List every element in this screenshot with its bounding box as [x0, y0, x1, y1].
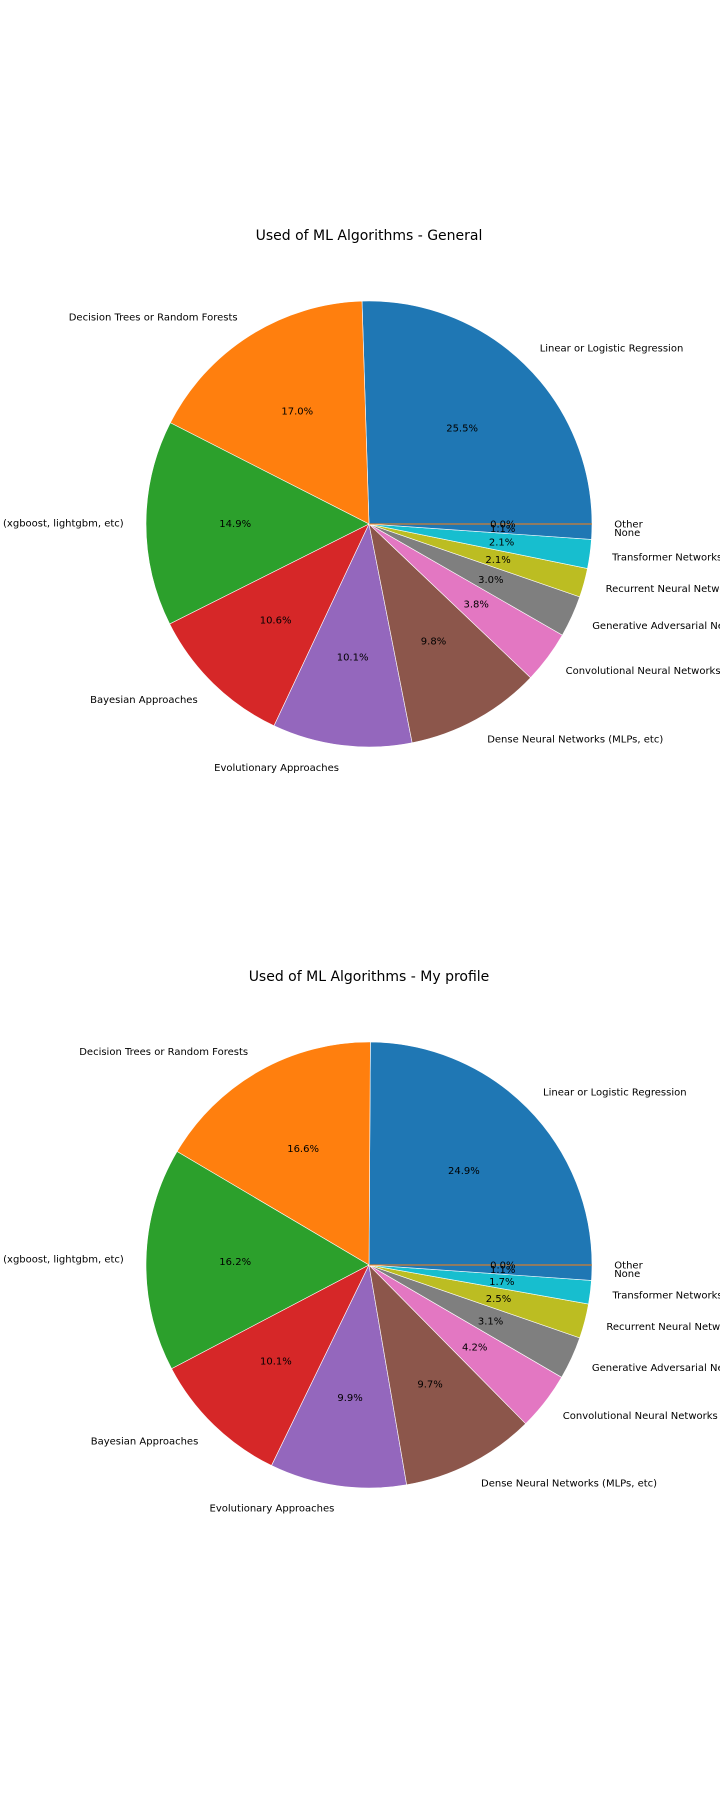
- slice-label-recurrent-neural-networks: Recurrent Neural Networks: [606, 1322, 720, 1333]
- slice-decision-trees-or-random-forests: [169, 300, 370, 525]
- slice-gradient-boosting-machines: [145, 422, 370, 625]
- pct-label-gradient-boosting-machines: 16.2%: [219, 1257, 251, 1268]
- pct-label-decision-trees-or-random-forests: 17.0%: [281, 407, 313, 418]
- slice-gradient-boosting-machines: [145, 1151, 370, 1370]
- pie-labels: Linear or Logistic Regression 24.9% Decisi…: [0, 1047, 720, 1514]
- pct-label-recurrent-neural-networks: 2.1%: [485, 555, 510, 566]
- pie-chart-general: Used of ML Algorithms - General Linear o…: [0, 228, 720, 774]
- slice-label-evolutionary-approaches: Evolutionary Approaches: [210, 1503, 335, 1514]
- slice-bayesian-approaches: [169, 523, 370, 727]
- pct-label-none: 1.1%: [490, 1265, 515, 1276]
- slice-label-none: None: [614, 528, 640, 539]
- pct-label-linear-or-logistic-regression: 24.9%: [448, 1166, 480, 1177]
- pct-label-evolutionary-approaches: 10.1%: [337, 652, 369, 663]
- slice-label-none: None: [614, 1269, 640, 1280]
- slice-label-convolutional-neural-networks: Convolutional Neural Networks: [566, 666, 720, 677]
- chart-title: Used of ML Algorithms - My profile: [249, 969, 490, 985]
- pct-label-other: 0.0%: [490, 1261, 515, 1272]
- chart-title: Used of ML Algorithms - General: [256, 228, 483, 244]
- pie-chart-my-profile: Used of ML Algorithms - My profile Linea…: [0, 969, 720, 1514]
- pct-label-convolutional-neural-networks: 4.2%: [462, 1343, 487, 1354]
- pct-label-convolutional-neural-networks: 3.8%: [463, 600, 488, 611]
- slice-dense-neural-networks: [368, 523, 532, 744]
- slice-label-other: Other: [614, 1261, 643, 1272]
- slice-label-other: Other: [614, 520, 643, 531]
- pct-label-bayesian-approaches: 10.6%: [260, 615, 292, 626]
- pct-label-recurrent-neural-networks: 2.5%: [486, 1294, 511, 1305]
- slice-label-dense-neural-networks: Dense Neural Networks (MLPs, etc): [481, 1479, 657, 1490]
- slice-bayesian-approaches: [171, 1264, 370, 1466]
- pct-label-generative-adversarial-networks: 3.0%: [478, 575, 503, 586]
- pie-slices: [145, 300, 593, 748]
- pct-label-dense-neural-networks: 9.8%: [421, 637, 446, 648]
- slice-label-linear-or-logistic-regression: Linear or Logistic Regression: [543, 1088, 687, 1099]
- pct-label-dense-neural-networks: 9.7%: [417, 1380, 442, 1391]
- slice-label-gradient-boosting-machines: Gradient Boosting Machines (xgboost, lig…: [0, 519, 124, 530]
- pct-label-generative-adversarial-networks: 3.1%: [478, 1316, 503, 1327]
- pct-label-gradient-boosting-machines: 14.9%: [219, 519, 251, 530]
- slice-label-transformer-networks: Transformer Networks (BERT, gpt-3, etc): [611, 553, 720, 564]
- slice-label-gradient-boosting-machines: Gradient Boosting Machines (xgboost, lig…: [0, 1254, 124, 1265]
- slice-evolutionary-approaches: [271, 1264, 407, 1489]
- pct-label-transformer-networks: 2.1%: [489, 538, 514, 549]
- slice-label-dense-neural-networks: Dense Neural Networks (MLPs, etc): [487, 735, 663, 746]
- pct-label-evolutionary-approaches: 9.9%: [337, 1393, 362, 1404]
- pct-label-linear-or-logistic-regression: 25.5%: [446, 423, 478, 434]
- pct-label-other: 0.0%: [490, 520, 515, 531]
- slice-label-bayesian-approaches: Bayesian Approaches: [91, 1437, 199, 1448]
- slice-label-decision-trees-or-random-forests: Decision Trees or Random Forests: [69, 312, 238, 323]
- pct-label-decision-trees-or-random-forests: 16.6%: [287, 1144, 319, 1155]
- pct-label-none: 1.1%: [490, 524, 515, 535]
- slice-label-transformer-networks: Transformer Networks (BERT, gpt-3, etc): [612, 1291, 720, 1302]
- slice-label-recurrent-neural-networks: Recurrent Neural Networks: [606, 584, 720, 595]
- slice-linear-or-logistic-regression: [361, 300, 593, 525]
- slice-linear-or-logistic-regression: [368, 1041, 593, 1266]
- slice-dense-neural-networks: [368, 1264, 527, 1486]
- slice-label-decision-trees-or-random-forests: Decision Trees or Random Forests: [79, 1047, 248, 1058]
- slice-decision-trees-or-random-forests: [176, 1041, 371, 1266]
- slice-label-generative-adversarial-networks: Generative Adversarial Networks: [592, 1363, 720, 1374]
- slice-label-bayesian-approaches: Bayesian Approaches: [90, 695, 198, 706]
- pct-label-bayesian-approaches: 10.1%: [260, 1357, 292, 1368]
- slice-label-linear-or-logistic-regression: Linear or Logistic Regression: [540, 343, 684, 354]
- slice-evolutionary-approaches: [273, 523, 413, 748]
- pie-slices: [145, 1041, 593, 1489]
- pie-labels: Linear or Logistic Regression 25.5% Decisi…: [0, 312, 720, 774]
- pct-label-transformer-networks: 1.7%: [489, 1277, 514, 1288]
- slice-label-evolutionary-approaches: Evolutionary Approaches: [214, 763, 339, 774]
- slice-label-convolutional-neural-networks: Convolutional Neural Networks: [563, 1411, 718, 1422]
- slice-label-generative-adversarial-networks: Generative Adversarial Networks: [592, 621, 720, 632]
